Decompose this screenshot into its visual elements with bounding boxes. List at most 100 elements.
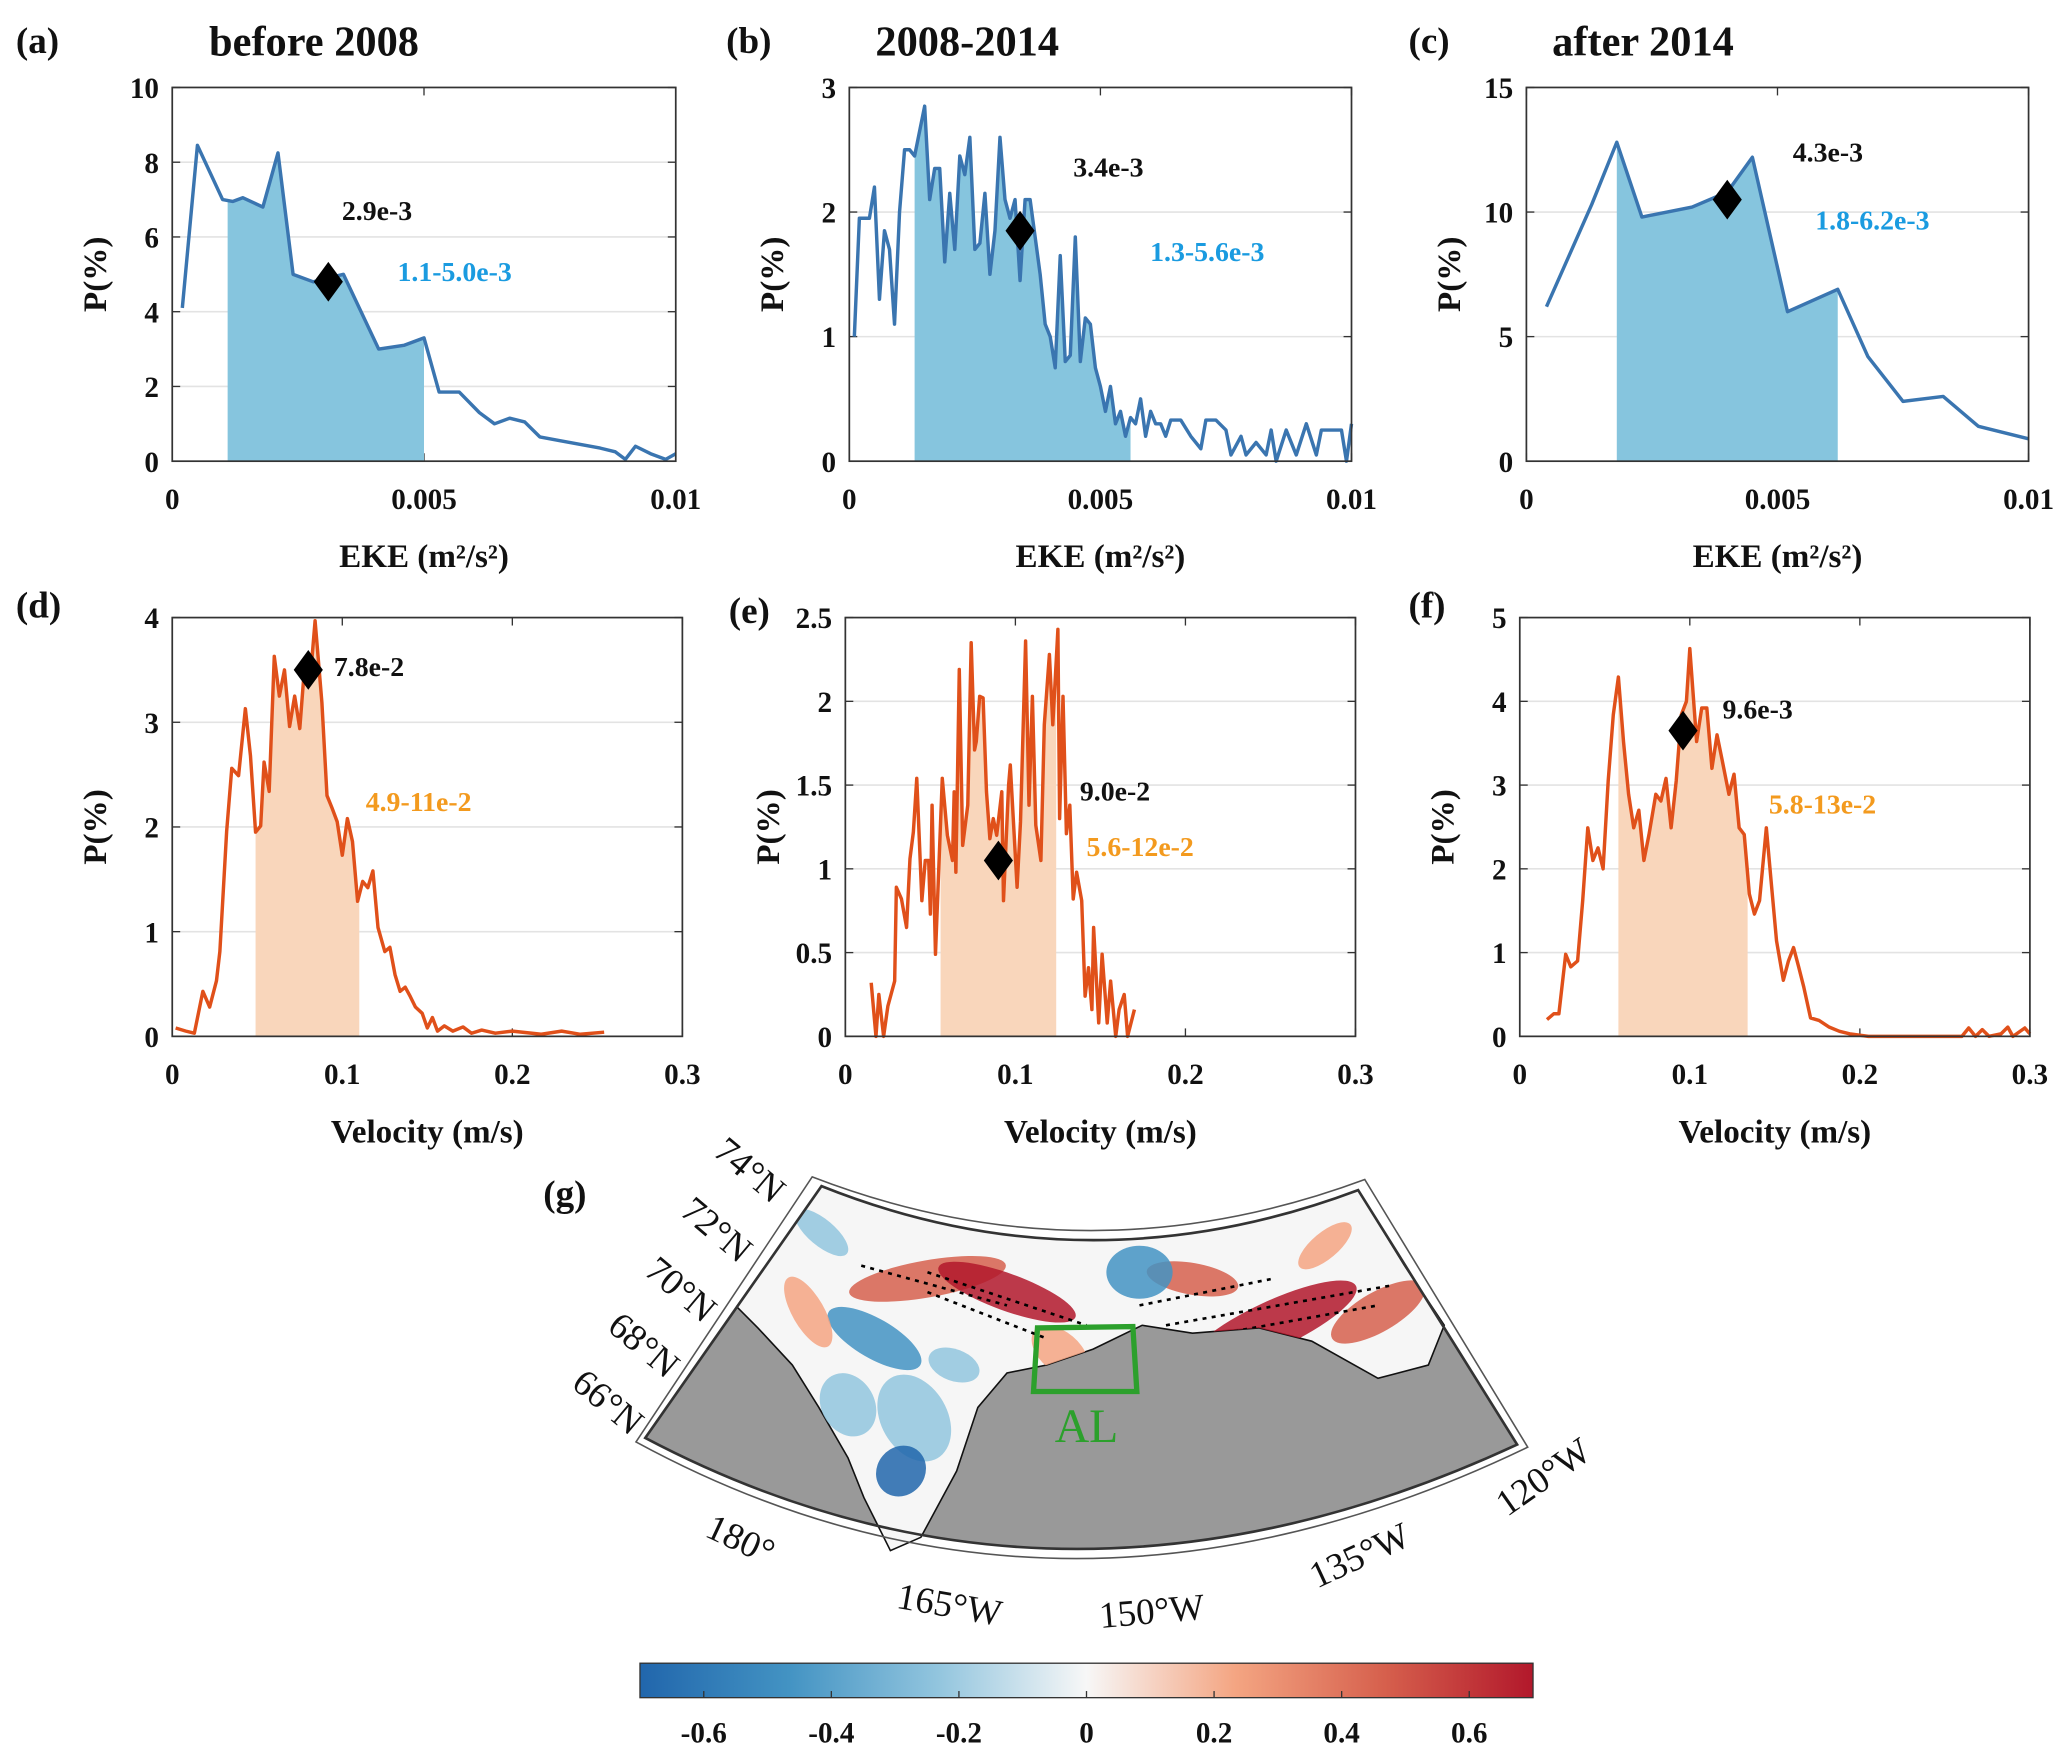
x-axis-label: Velocity (m/s)	[1678, 1113, 1871, 1150]
y-tick-label: 2	[144, 813, 159, 845]
axes-box	[171, 86, 677, 463]
longitude-label: 135°W	[1303, 1515, 1416, 1597]
median-diamond-marker	[1712, 179, 1742, 220]
axes-box	[848, 86, 1353, 463]
panel-label: (c)	[1408, 21, 1449, 62]
panel-label: (d)	[16, 586, 61, 627]
correlation-field	[784, 1208, 1425, 1497]
latitude-label: 70°N	[637, 1249, 724, 1331]
y-tick-label: 0	[821, 447, 836, 479]
x-axis-label: Velocity (m/s)	[331, 1113, 524, 1150]
chart-panel-b: 0 1 2 3 0 0.005 0.01 3.4e-3 1.3-5.6e-3 (b) 2008-20…	[726, 19, 1377, 576]
y-tick-label: 2	[818, 687, 833, 719]
y-tick-label: 3	[144, 708, 159, 740]
range-annotation: 5.6-12e-2	[1087, 832, 1194, 863]
x-tick-label: 0	[165, 1059, 180, 1091]
correlation-patch	[1331, 1280, 1425, 1344]
x-tick-label: 0.1	[1672, 1059, 1708, 1091]
colorbar-ticks: -0.6 -0.4 -0.2 0 0.2 0.4 0.6	[681, 1691, 1487, 1750]
x-tick-label: 0	[842, 484, 857, 516]
panel-title: 2008-2014	[875, 19, 1059, 66]
pdf-line	[1544, 140, 2029, 441]
y-axis-label: P(%)	[750, 789, 787, 864]
panel-label: (b)	[726, 21, 771, 62]
y-tick-label: 0	[1499, 447, 1514, 479]
y-tick-label: 2.5	[796, 603, 832, 635]
x-tick-label: 0.1	[324, 1059, 360, 1091]
x-tick-label: 0.005	[1068, 484, 1134, 516]
x-tick-label: 0.01	[1326, 484, 1377, 516]
median-annotation: 7.8e-2	[334, 652, 404, 683]
al-box-label: AL	[1055, 1400, 1119, 1453]
colorbar-tick-label: 0	[1079, 1718, 1094, 1750]
y-axis-label: P(%)	[1425, 789, 1462, 864]
shaded-interval	[227, 152, 424, 462]
correlation-patch	[1106, 1245, 1173, 1299]
longitude-label: 165°W	[894, 1576, 1005, 1635]
axes-box	[844, 616, 1357, 1038]
map-panel-g: (g) AL 74°N72°N70°N68°N66°N 180° 165°W 150…	[543, 1130, 1598, 1750]
panel-title: after 2014	[1552, 19, 1734, 66]
y-tick-label: 15	[1484, 73, 1513, 105]
panel-label-g: (g)	[543, 1174, 586, 1215]
shaded-interval	[255, 620, 360, 1037]
median-annotation: 4.3e-3	[1793, 138, 1863, 169]
y-tick-label: 3	[1492, 771, 1507, 803]
colorbar-tick-label: 0.2	[1196, 1718, 1232, 1750]
y-tick-label: 10	[1484, 198, 1513, 230]
x-tick-label: 0.005	[1745, 484, 1811, 516]
y-tick-label: 1	[144, 917, 159, 949]
y-tick-label: 1	[821, 322, 836, 354]
pdf-line	[852, 104, 1354, 463]
median-annotation: 3.4e-3	[1073, 152, 1143, 183]
y-tick-label: 3	[821, 73, 836, 105]
y-tick-label: 1	[1492, 938, 1507, 970]
correlation-patch	[827, 1306, 922, 1371]
y-tick-label: 0	[818, 1022, 833, 1054]
map-frame	[643, 1184, 1520, 1551]
latitude-label: 74°N	[706, 1130, 793, 1212]
chart-panel-e: 0 0.5 1 1.5 2 2.5 0 0.1 0.2 0.3 9.0e-2 5.6-12e-2 (e)…	[729, 591, 1374, 1151]
y-tick-label: 10	[130, 73, 159, 105]
axes-box	[1518, 616, 2031, 1038]
pdf-line	[175, 618, 605, 1036]
colorbar-tick-label: -0.4	[808, 1718, 855, 1750]
latitude-label: 72°N	[673, 1189, 760, 1271]
correlation-patch	[819, 1373, 877, 1437]
y-tick-label: 8	[144, 148, 159, 180]
pdf-line	[869, 627, 1137, 1039]
significance-stipple	[1179, 1304, 1379, 1343]
y-axis-label: P(%)	[1431, 237, 1468, 312]
y-tick-label: 2	[144, 372, 159, 404]
median-annotation: 9.0e-2	[1080, 776, 1150, 807]
x-tick-label: 0.2	[1842, 1059, 1878, 1091]
x-tick-label: 0.1	[997, 1059, 1033, 1091]
range-annotation: 5.8-13e-2	[1769, 790, 1876, 821]
y-tick-label: 0	[1492, 1022, 1507, 1054]
correlation-patch	[876, 1445, 926, 1497]
range-annotation: 4.9-11e-2	[366, 787, 472, 818]
panel-label: (e)	[729, 591, 770, 632]
significance-stipple	[927, 1270, 1087, 1327]
x-tick-label: 0.2	[1167, 1059, 1203, 1091]
latitude-label: 68°N	[600, 1305, 687, 1387]
y-tick-label: 5	[1492, 603, 1507, 635]
colorbar-tick-label: 0.6	[1451, 1718, 1487, 1750]
longitude-label: 180°	[700, 1507, 781, 1574]
range-annotation: 1.8-6.2e-3	[1815, 205, 1929, 236]
panel-title: before 2008	[209, 19, 419, 66]
y-axis-label: P(%)	[77, 789, 114, 864]
y-axis-label: P(%)	[754, 237, 791, 312]
chart-panel-a: 0 2 4 6 8 10 0 0.005 0.01 2.9e-3 1.1-5.0e-3 (a) befo…	[16, 19, 701, 576]
x-tick-label: 0.3	[2012, 1059, 2048, 1091]
x-tick-label: 0.01	[650, 484, 701, 516]
y-tick-label: 4	[1492, 687, 1507, 719]
y-tick-label: 4	[144, 603, 159, 635]
y-tick-label: 1	[818, 854, 833, 886]
colorbar-tick-label: -0.6	[681, 1718, 727, 1750]
panel-label: (f)	[1408, 586, 1445, 627]
longitude-label: 150°W	[1097, 1587, 1206, 1637]
correlation-patch	[928, 1347, 980, 1383]
